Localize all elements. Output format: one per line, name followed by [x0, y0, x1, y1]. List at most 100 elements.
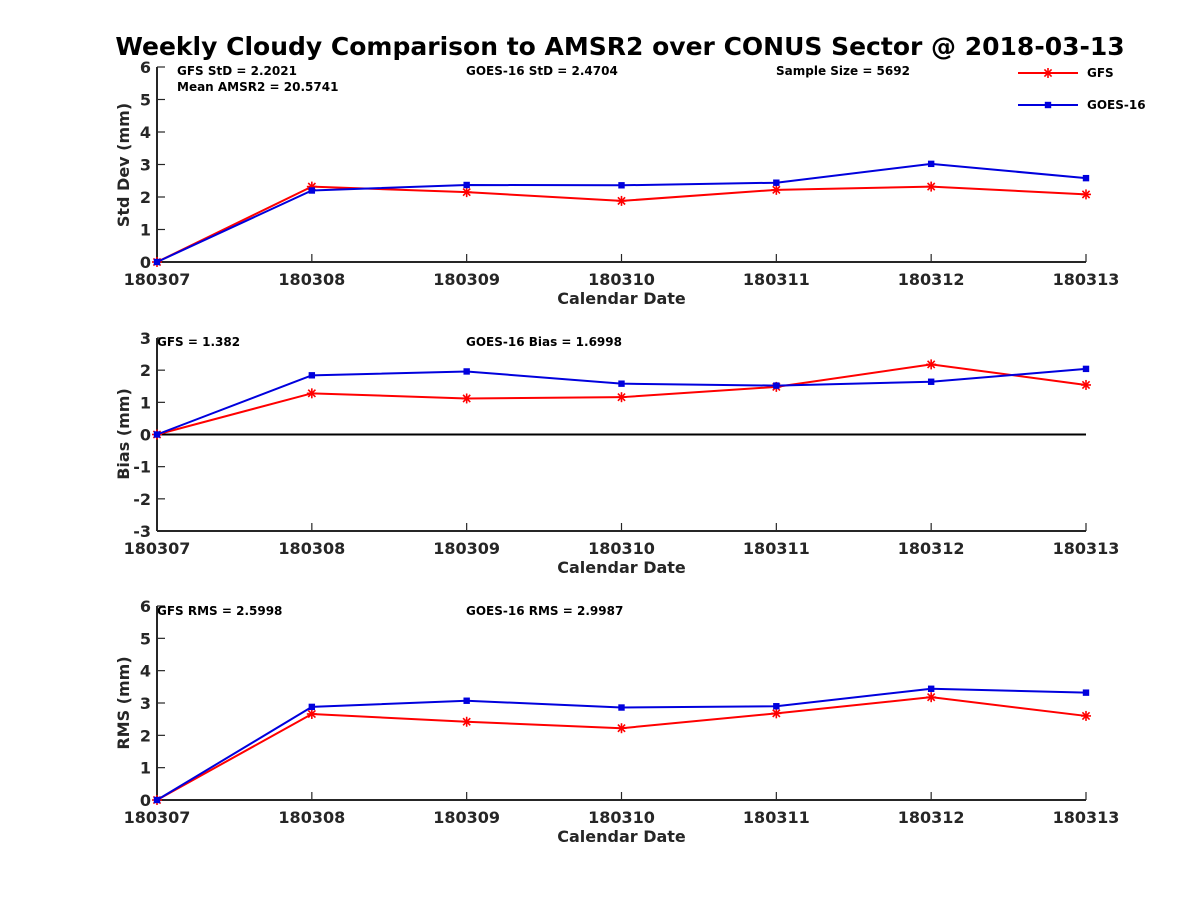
y-tick-label: 4: [140, 662, 151, 681]
data-point-goes-16: [153, 258, 161, 266]
annotation: GFS StD = 2.2021: [177, 64, 297, 78]
data-point-goes-16: [153, 796, 161, 804]
annotation: GOES-16 StD = 2.4704: [466, 64, 618, 78]
x-tick-label: 180308: [278, 808, 345, 827]
data-point-goes-16: [463, 697, 470, 704]
y-tick-label: 6: [140, 597, 151, 616]
data-point-gfs: [771, 184, 782, 195]
annotation: Sample Size = 5692: [776, 64, 910, 78]
data-point-goes-16: [773, 382, 780, 389]
x-axis-label: Calendar Date: [557, 827, 686, 846]
data-point-goes-16: [308, 187, 316, 194]
y-tick-label: 6: [140, 58, 151, 77]
data-point-goes-16: [618, 704, 625, 711]
data-point-gfs: [461, 393, 472, 404]
y-tick-label: 5: [140, 629, 151, 648]
x-tick-label: 180312: [898, 808, 965, 827]
x-tick-label: 180307: [124, 539, 191, 558]
data-point-gfs: [1081, 379, 1091, 390]
annotation: GOES-16 Bias = 1.6998: [466, 335, 622, 349]
data-point-gfs: [1081, 189, 1091, 200]
y-axis-label: Bias (mm): [114, 388, 133, 480]
y-tick-label: 0: [140, 426, 151, 445]
data-point-gfs: [461, 187, 472, 198]
y-tick-label: 3: [140, 156, 151, 175]
x-axis-label: Calendar Date: [557, 289, 686, 308]
data-point-goes-16: [1082, 365, 1090, 373]
legend-label: GFS: [1087, 66, 1114, 80]
data-point-gfs: [461, 716, 472, 727]
annotation: Mean AMSR2 = 20.5741: [177, 80, 338, 94]
legend: GFS GOES-16: [1018, 66, 1146, 112]
panel-3: 0 1 2 3 4 5 6 180307 180308 180309 180310 180311 180…: [114, 597, 1119, 846]
annotation: GFS RMS = 2.5998: [157, 604, 282, 618]
legend-label: GOES-16: [1087, 98, 1146, 112]
annotation: GFS = 1.382: [157, 335, 240, 349]
y-tick-label: -1: [133, 458, 151, 477]
data-point-goes-16: [773, 703, 780, 710]
data-point-gfs: [926, 181, 937, 192]
x-tick-label: 180309: [433, 539, 500, 558]
data-point-goes-16: [153, 431, 161, 438]
y-tick-label: 0: [140, 253, 151, 272]
x-tick-label: 180311: [743, 539, 810, 558]
data-point-goes-16: [927, 160, 935, 168]
data-point-gfs: [616, 195, 627, 206]
y-tick-label: 4: [140, 123, 151, 142]
y-tick-label: 1: [140, 393, 151, 412]
x-tick-label: 180310: [588, 539, 655, 558]
data-point-goes-16: [308, 372, 316, 379]
data-point-goes-16: [927, 378, 935, 385]
data-point-goes-16: [1082, 174, 1090, 182]
legend-marker: [1043, 68, 1053, 78]
data-point-gfs: [926, 359, 937, 370]
y-tick-label: 5: [140, 91, 151, 110]
series-line-goes-16: [156, 162, 1087, 263]
x-tick-label: 180313: [1053, 539, 1120, 558]
x-tick-label: 180313: [1053, 270, 1120, 289]
chart-title: Weekly Cloudy Comparison to AMSR2 over C…: [115, 32, 1124, 61]
data-point-goes-16: [773, 179, 780, 186]
y-tick-label: 1: [140, 759, 151, 778]
y-tick-label: 0: [140, 791, 151, 810]
x-tick-label: 180309: [433, 808, 500, 827]
data-point-gfs: [926, 692, 937, 703]
x-tick-label: 180309: [433, 270, 500, 289]
data-point-gfs: [1081, 710, 1091, 721]
y-axis-label: RMS (mm): [114, 656, 133, 749]
data-point-goes-16: [618, 380, 625, 387]
x-axis-label: Calendar Date: [557, 558, 686, 577]
y-axis-label: Std Dev (mm): [114, 103, 133, 227]
series-line-gfs: [156, 696, 1087, 801]
x-tick-label: 180311: [743, 270, 810, 289]
data-point-gfs: [771, 708, 782, 719]
data-point-gfs: [306, 388, 317, 399]
y-tick-label: 3: [140, 694, 151, 713]
panel-1: 0 1 2 3 4 5 6 180307 180308 180309 180310 180311 180…: [114, 58, 1119, 308]
y-tick-label: 2: [140, 188, 151, 207]
y-tick-label: -3: [133, 522, 151, 541]
x-tick-label: 180307: [124, 808, 191, 827]
x-tick-label: 180313: [1053, 808, 1120, 827]
x-tick-label: 180310: [588, 270, 655, 289]
data-point-gfs: [616, 723, 627, 734]
annotation: GOES-16 RMS = 2.9987: [466, 604, 623, 618]
panel-2: -3 -2 -1 0 1 2 3 180307 180308 180309 180310 180311…: [114, 329, 1119, 577]
x-tick-label: 180310: [588, 808, 655, 827]
data-point-gfs: [616, 392, 627, 403]
x-tick-label: 180308: [278, 539, 345, 558]
data-point-goes-16: [927, 685, 935, 692]
legend-marker: [1044, 101, 1052, 109]
y-tick-label: -2: [133, 490, 151, 509]
data-point-gfs: [306, 708, 317, 719]
x-tick-label: 180311: [743, 808, 810, 827]
y-tick-label: 1: [140, 221, 151, 240]
y-tick-label: 2: [140, 726, 151, 745]
x-tick-label: 180312: [898, 270, 965, 289]
y-tick-label: 2: [140, 361, 151, 380]
x-tick-label: 180307: [124, 270, 191, 289]
data-point-goes-16: [618, 182, 625, 189]
data-point-goes-16: [463, 181, 470, 189]
